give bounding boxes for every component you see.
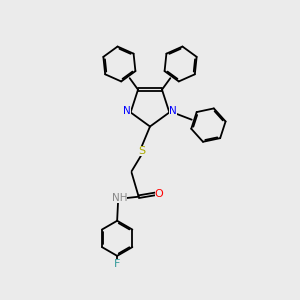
Text: F: F xyxy=(114,259,120,269)
Text: N: N xyxy=(123,106,131,116)
Text: NH: NH xyxy=(112,193,127,203)
Text: N: N xyxy=(169,106,177,116)
Text: O: O xyxy=(155,189,164,199)
Text: S: S xyxy=(138,146,145,156)
